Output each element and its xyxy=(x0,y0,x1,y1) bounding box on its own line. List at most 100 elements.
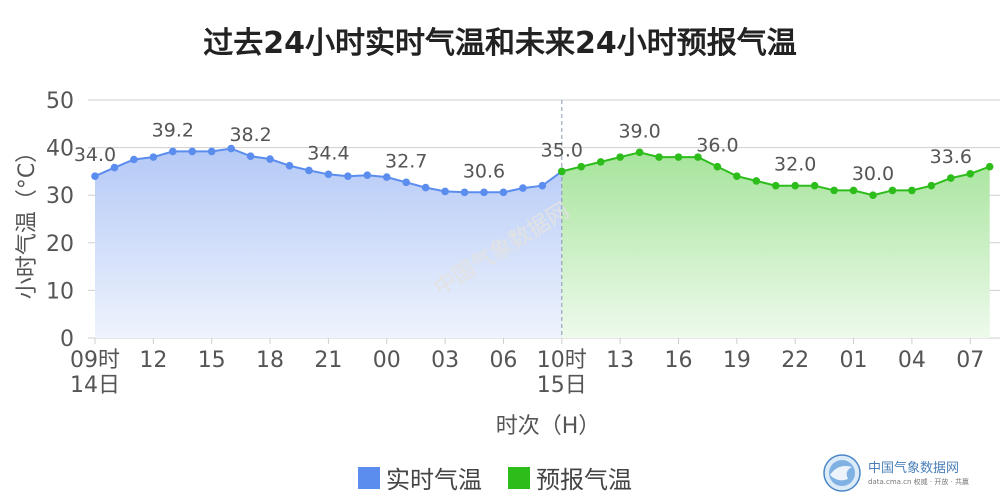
x-tick-label: 19 xyxy=(723,348,751,373)
point-observed[interactable] xyxy=(519,184,527,192)
point-forecast[interactable] xyxy=(635,148,644,157)
legend-swatch-forecast xyxy=(508,466,530,489)
legend-label-observed: 实时气温 xyxy=(386,466,482,494)
point-forecast[interactable] xyxy=(674,153,683,161)
point-forecast[interactable] xyxy=(810,181,819,190)
point-forecast[interactable] xyxy=(713,162,722,171)
point-forecast[interactable] xyxy=(694,153,702,161)
y-tick-label: 50 xyxy=(46,89,74,114)
y-tick-label: 40 xyxy=(46,137,74,162)
point-observed[interactable] xyxy=(480,188,488,197)
data-label-observed: 38.2 xyxy=(229,124,271,146)
y-tick-label: 10 xyxy=(46,279,74,304)
point-forecast[interactable] xyxy=(849,186,858,195)
point-forecast[interactable] xyxy=(869,191,877,199)
point-observed[interactable] xyxy=(402,178,411,187)
x-tick-label: 21 xyxy=(314,348,342,373)
y-tick-label: 20 xyxy=(46,232,74,257)
x-tick-label: 15 xyxy=(198,348,226,373)
brand-logo-block[interactable]: 中国气象数据网 data.cma.cn 权威 · 开放 · 共赢 xyxy=(822,453,992,493)
legend-item-forecast[interactable]: 预报气温 xyxy=(508,460,632,495)
data-label-observed: 34.0 xyxy=(74,144,116,166)
data-label-forecast: 36.0 xyxy=(696,135,738,157)
point-forecast[interactable] xyxy=(577,162,586,171)
point-observed[interactable] xyxy=(149,153,158,161)
x-tick-label: 09时 xyxy=(70,348,120,373)
point-observed[interactable] xyxy=(227,144,235,153)
point-observed[interactable] xyxy=(130,155,138,164)
point-observed[interactable] xyxy=(266,155,274,163)
point-observed[interactable] xyxy=(441,187,449,196)
data-label-observed: 30.6 xyxy=(463,160,505,182)
series-points xyxy=(91,144,994,199)
x-tick-label: 00 xyxy=(373,348,401,373)
brand-subtitle: data.cma.cn 权威 · 开放 · 共赢 xyxy=(868,478,970,486)
legend: 实时气温 预报气温 xyxy=(358,460,658,495)
point-observed[interactable] xyxy=(207,147,216,156)
data-label-observed: 32.7 xyxy=(385,150,427,172)
point-forecast[interactable] xyxy=(558,167,566,176)
point-forecast[interactable] xyxy=(830,186,838,195)
data-label-observed: 34.4 xyxy=(307,142,349,164)
data-label-forecast: 39.0 xyxy=(618,120,660,142)
x-tick-label: 04 xyxy=(898,348,926,373)
data-label-forecast: 32.0 xyxy=(774,154,816,176)
point-observed[interactable] xyxy=(363,171,372,180)
data-label-forecast: 33.6 xyxy=(930,146,972,168)
point-observed[interactable] xyxy=(421,183,430,192)
x-tick-label: 18 xyxy=(256,348,284,373)
x-tick-label: 03 xyxy=(431,348,459,373)
point-forecast[interactable] xyxy=(771,181,780,190)
point-observed[interactable] xyxy=(460,188,469,197)
point-forecast[interactable] xyxy=(616,153,624,161)
y-tick-label: 0 xyxy=(60,327,74,352)
point-observed[interactable] xyxy=(110,163,119,172)
x-tick-date-label: 15日 xyxy=(537,373,587,398)
brand-name: 中国气象数据网 xyxy=(868,461,960,476)
x-tick-label: 16 xyxy=(665,348,693,373)
data-label-forecast: 30.0 xyxy=(852,163,894,185)
point-observed[interactable] xyxy=(188,147,197,156)
point-observed[interactable] xyxy=(285,161,294,170)
legend-item-observed[interactable]: 实时气温 xyxy=(358,460,482,495)
chart-title: 过去24小时实时气温和未来24小时预报气温 xyxy=(203,26,797,61)
x-tick-label: 13 xyxy=(606,348,634,373)
point-observed[interactable] xyxy=(499,188,508,197)
x-tick-label: 01 xyxy=(840,348,868,373)
point-observed[interactable] xyxy=(324,170,333,179)
y-tick-labels: 0 10 20 30 40 50 xyxy=(46,89,74,352)
point-forecast[interactable] xyxy=(985,162,994,171)
point-forecast[interactable] xyxy=(596,158,605,166)
x-tick-label: 06 xyxy=(489,348,517,373)
point-observed[interactable] xyxy=(246,152,255,160)
x-tick-label: 22 xyxy=(781,348,809,373)
point-observed[interactable] xyxy=(91,172,99,180)
point-observed[interactable] xyxy=(538,181,547,190)
data-label-observed: 35.0 xyxy=(541,139,583,161)
legend-label-forecast: 预报气温 xyxy=(536,466,632,494)
x-tick-label: 10时 xyxy=(537,348,587,373)
y-tick-label: 30 xyxy=(46,184,74,209)
legend-swatch-observed xyxy=(358,466,380,489)
point-forecast[interactable] xyxy=(966,169,975,178)
x-tick-date-label: 14日 xyxy=(70,373,120,398)
x-axis-label: 时次（H） xyxy=(496,414,601,439)
point-forecast[interactable] xyxy=(888,186,897,195)
point-forecast[interactable] xyxy=(733,172,741,180)
point-observed[interactable] xyxy=(344,172,352,180)
point-forecast[interactable] xyxy=(947,174,955,182)
point-observed[interactable] xyxy=(169,147,177,156)
area-observed xyxy=(95,148,562,338)
point-forecast[interactable] xyxy=(655,153,663,161)
data-labels: 34.0 39.2 38.2 34.4 32.7 30.6 35.0 39.0 36.0 32.0… xyxy=(74,119,972,185)
point-forecast[interactable] xyxy=(908,186,916,195)
point-observed[interactable] xyxy=(305,166,313,175)
point-forecast[interactable] xyxy=(791,181,799,190)
cma-logo-icon xyxy=(823,454,861,492)
area-forecast xyxy=(561,152,990,338)
point-forecast[interactable] xyxy=(927,181,936,190)
point-forecast[interactable] xyxy=(752,177,761,185)
data-label-observed: 39.2 xyxy=(152,119,194,141)
point-observed[interactable] xyxy=(382,173,391,181)
